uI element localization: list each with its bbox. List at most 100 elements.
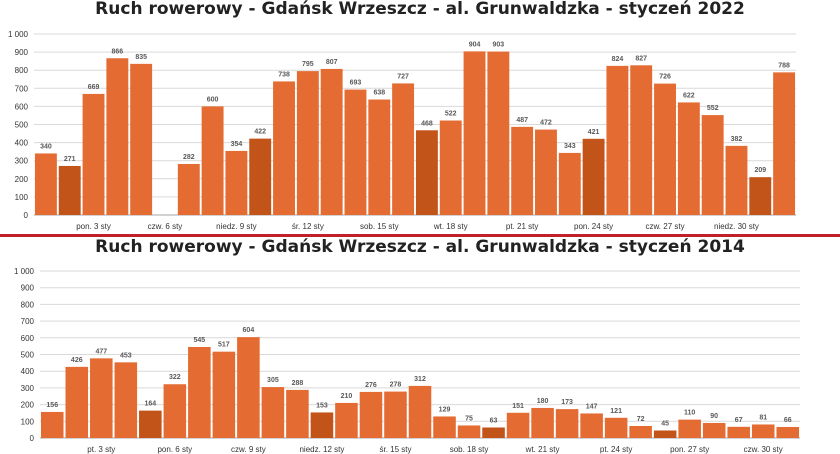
chart-2022-bar: [654, 83, 676, 216]
chart-2014-data-label: 63: [490, 417, 498, 424]
chart-2014-bar: [65, 366, 89, 438]
chart-2022-xtick-label: niedz. 30 sty: [714, 222, 759, 231]
chart-2022-bar: [415, 130, 438, 215]
chart-2014-xtick-label: pt. 24 sty: [600, 445, 632, 454]
chart-2014-xtick-label: pon. 27 sty: [670, 445, 709, 454]
chart-2022-xtick-label: pon. 24 sty: [574, 222, 613, 231]
chart-2022-ytick-label: 100: [15, 193, 29, 202]
chart-2022-bar: [701, 115, 724, 215]
chart-2014-ytick-label: 0: [30, 434, 35, 443]
chart-2014-data-label: 278: [390, 382, 402, 389]
chart-2014-bar: [261, 387, 285, 438]
chart-2022-bar: [511, 126, 534, 215]
chart-2022-bar: [558, 152, 581, 215]
chart-2022-data-label: 271: [64, 156, 76, 163]
chart-2014-ytick-label: 400: [21, 367, 35, 376]
chart-2014-bar: [408, 385, 432, 438]
chart-2022-bar: [58, 165, 81, 215]
chart-2022-bar: [368, 99, 391, 215]
chart-2014-bar: [482, 427, 505, 438]
chart-2022-data-label: 382: [731, 136, 743, 143]
chart-2014-data-label: 312: [414, 376, 426, 383]
chart-2014-data-label: 453: [120, 352, 132, 359]
chart-2014-bar: [114, 362, 138, 438]
chart-2022-data-label: 340: [40, 143, 52, 150]
chart-2014-bar: [139, 410, 162, 438]
chart-2022-data-label: 552: [707, 105, 719, 112]
chart-2022-ytick-label: 400: [15, 139, 29, 148]
chart-2014-bar: [433, 416, 456, 438]
chart-2022-xtick-label: czw. 6 sty: [148, 222, 183, 231]
chart-2014-data-label: 45: [661, 420, 669, 427]
chart-2022-data-label: 824: [612, 56, 624, 63]
chart-2014-data-label: 110: [684, 410, 695, 417]
chart-2022-data-label: 903: [493, 42, 505, 49]
chart-2022-data-label: 807: [326, 59, 338, 66]
chart-2014-data-label: 90: [710, 413, 718, 420]
chart-2022-xtick-label: czw. 27 sty: [645, 222, 684, 231]
chart-2014-bar: [629, 425, 652, 438]
chart-2014-bar: [384, 391, 407, 438]
chart-2014-data-label: 153: [316, 402, 328, 409]
chart-2022-bar: [677, 102, 700, 215]
chart-2014-bar: [163, 384, 187, 438]
chart-2022-bar: [749, 177, 772, 215]
chart-2014-data-label: 517: [218, 342, 230, 349]
chart-2022-xtick-label: wt. 18 sty: [433, 222, 468, 231]
chart-2014-ytick-label: 200: [21, 401, 35, 410]
chart-2022-bar: [392, 83, 415, 216]
chart-2022-bar: [82, 93, 105, 215]
chart-2014-bar: [359, 391, 383, 438]
chart-2014-data-label: 276: [365, 382, 377, 389]
chart-2014-data-label: 210: [341, 393, 353, 400]
chart-2022-data-label: 472: [540, 120, 552, 127]
chart-2022-ytick-label: 900: [15, 48, 29, 57]
chart-2022-ytick-label: 300: [15, 157, 29, 166]
chart-2014-bar: [335, 402, 358, 438]
chart-2014-xtick-label: sob. 18 sty: [450, 445, 489, 454]
chart-2022-ytick-label: 500: [15, 121, 29, 130]
chart-2022-bar: [273, 81, 295, 215]
chart-2022-data-label: 795: [302, 61, 314, 68]
chart-2022-data-label: 600: [207, 96, 219, 103]
divider-line: [0, 234, 840, 237]
chart-2022-data-label: 904: [469, 41, 481, 48]
chart-2022-data-label: 788: [778, 62, 790, 69]
chart-2022-bar: [463, 51, 486, 215]
chart-2022-ytick-label: 0: [24, 211, 29, 220]
chart-2014-ytick-label: 300: [21, 384, 35, 393]
chart-2014-bar: [506, 412, 530, 438]
chart-2014-bar: [40, 411, 64, 438]
chart-2014-bar: [678, 419, 701, 438]
chart-2014-data-label: 156: [46, 402, 58, 409]
chart-2022-bar: [177, 163, 200, 215]
chart-2014-data-label: 67: [735, 417, 743, 424]
chart-2014-xtick-label: czw. 30 sty: [744, 445, 783, 454]
chart-2014-data-label: 147: [586, 403, 598, 410]
chart-2022-xtick-label: pt. 21 sty: [506, 222, 538, 231]
chart-2022-bar: [773, 72, 796, 215]
chart-2022-data-label: 835: [135, 54, 147, 61]
chart-2014-bar: [653, 430, 677, 438]
chart-2022-bar: [535, 129, 557, 215]
chart-2022-bar: [344, 89, 367, 215]
chart-title-2014: Ruch rowerowy - Gdańsk Wrzeszcz - al. Gr…: [95, 237, 745, 257]
chart-2022-bar: [225, 150, 248, 215]
chart-2022-ytick-label: 800: [15, 66, 29, 75]
chart-2022-data-label: 866: [112, 48, 124, 55]
chart-2014-xtick-label: wt. 21 sty: [525, 445, 560, 454]
chart-2014-bar: [727, 426, 750, 438]
chart-2022-bar: [439, 120, 462, 215]
chart-2014-data-label: 305: [267, 377, 279, 384]
chart-2014-data-label: 288: [292, 380, 304, 387]
chart-2014-ytick-label: 700: [21, 317, 35, 326]
chart-2022-data-label: 422: [254, 129, 266, 136]
chart-2014-bar: [555, 409, 579, 438]
chart-2014-ytick-label: 1 000: [14, 267, 35, 276]
chart-2022-bar: [320, 68, 343, 215]
chart-2014-ytick-label: 600: [21, 334, 35, 343]
chart-2014-ytick-label: 800: [21, 300, 35, 309]
chart-2014-xtick-label: śr. 15 sty: [379, 445, 411, 454]
chart-2022-xtick-label: sob. 15 sty: [360, 222, 399, 231]
